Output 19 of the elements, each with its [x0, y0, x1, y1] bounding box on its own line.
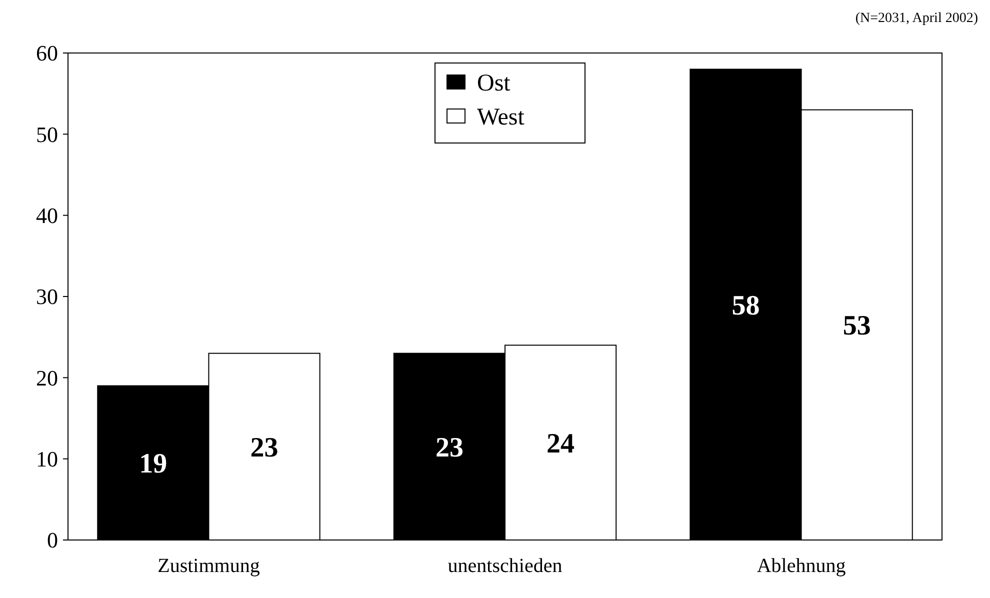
y-tick-label: 30	[36, 284, 58, 310]
x-tick-label: Zustimmung	[158, 555, 260, 577]
data-label: 53	[842, 310, 871, 342]
y-tick-label: 10	[36, 446, 58, 472]
y-tick-label: 50	[36, 122, 58, 147]
y-tick-label: 60	[36, 40, 58, 66]
legend-label: West	[477, 104, 525, 130]
x-tick-label: Ablehnung	[756, 555, 846, 577]
data-label: 23	[435, 432, 464, 464]
x-tick-label: unentschieden	[448, 555, 562, 577]
data-label: 58	[732, 290, 760, 322]
data-label: 24	[546, 428, 575, 460]
data-label: 23	[250, 432, 278, 464]
y-tick-label: 20	[36, 365, 58, 390]
data-label: 19	[139, 448, 168, 480]
y-tick-label: 0	[47, 528, 58, 553]
legend-label: Ost	[477, 70, 511, 96]
text: (N=2031, April 2002)	[855, 11, 978, 26]
y-tick-label: 40	[36, 203, 58, 228]
